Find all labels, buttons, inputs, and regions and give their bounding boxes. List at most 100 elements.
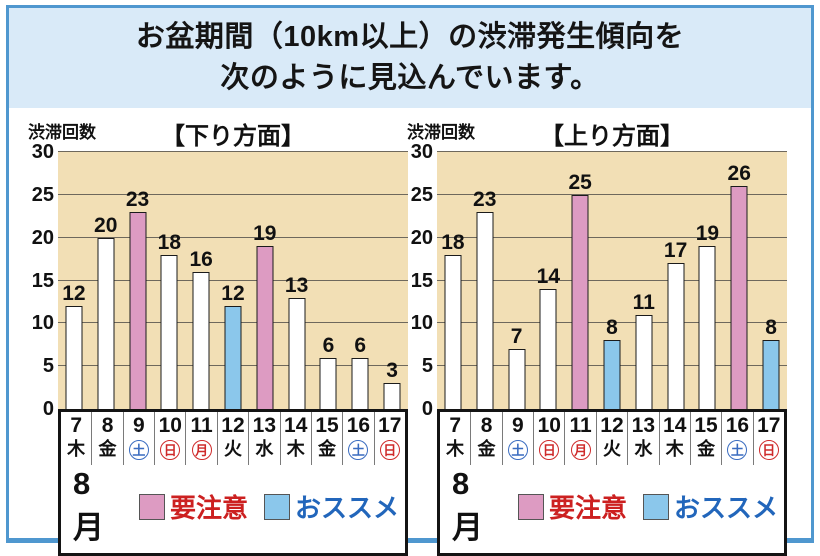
day-cell-14: 14 木 xyxy=(281,412,312,465)
day-weekday: 日 xyxy=(155,437,185,462)
y-tick-label: 30 xyxy=(410,141,433,163)
day-cell-17: 17 日 xyxy=(375,412,405,465)
plot-area-down: 12 20 23 18 16 12 19 13 6 6 3 xyxy=(58,151,408,409)
bar-aug-10 xyxy=(539,289,557,409)
bar-column: 11 xyxy=(628,152,660,409)
bar-aug-14 xyxy=(288,297,306,409)
bar-value-label: 6 xyxy=(354,333,367,357)
bar-column: 19 xyxy=(692,152,724,409)
chart-down-direction: 渋滞回数 【下り方面】 0 5 10 15 20 25 30 12 20 23 18 16 12 19 1… xyxy=(28,112,408,556)
caution-color-swatch xyxy=(138,493,165,520)
bar-aug-17 xyxy=(762,340,780,409)
bar-aug-7 xyxy=(65,306,83,409)
bar-column: 8 xyxy=(596,152,628,409)
bar-value-label: 14 xyxy=(536,265,561,289)
day-weekday: 木 xyxy=(286,439,305,459)
day-number: 14 xyxy=(663,414,687,437)
gridline-30 xyxy=(437,151,787,152)
day-number: 8 xyxy=(480,414,493,437)
y-tick-label: 0 xyxy=(421,398,433,420)
day-number: 17 xyxy=(378,414,402,437)
bar-column: 16 xyxy=(185,152,217,409)
y-tick-label: 20 xyxy=(410,226,433,249)
bar-aug-16 xyxy=(351,357,369,409)
day-cell-12: 12 火 xyxy=(597,412,629,465)
day-weekday: 水 xyxy=(634,439,653,459)
day-number: 9 xyxy=(133,414,145,437)
day-cell-15: 15 金 xyxy=(312,412,344,465)
y-tick-label: 5 xyxy=(42,355,54,378)
bar-value-label: 6 xyxy=(322,333,335,357)
gridline-25 xyxy=(437,193,787,195)
circled-saturday-mark: 土 xyxy=(348,440,369,461)
day-number: 11 xyxy=(190,414,213,437)
bar-column: 19 xyxy=(249,152,281,409)
y-tick-label: 25 xyxy=(31,183,54,206)
day-number: 16 xyxy=(725,414,750,437)
day-number: 14 xyxy=(284,414,308,437)
bar-column: 18 xyxy=(437,152,469,409)
day-cell-13: 13 水 xyxy=(249,412,281,465)
day-weekday: 火 xyxy=(602,439,621,459)
day-cell-12: 12 火 xyxy=(218,412,250,465)
day-weekday: 日 xyxy=(534,437,564,462)
bar-column: 23 xyxy=(122,152,154,409)
gridline-10 xyxy=(437,322,787,324)
day-weekday: 火 xyxy=(223,439,242,459)
day-weekday: 木 xyxy=(665,439,684,459)
gridline-15 xyxy=(437,279,787,281)
day-number: 15 xyxy=(694,414,718,437)
page-frame: お盆期間（10km以上）の渋滞発生傾向を 次のように見込んでいます。 渋滞回数 … xyxy=(6,5,814,556)
circled-holiday-mark: 日 xyxy=(539,440,560,461)
bar-aug-11 xyxy=(192,271,210,409)
bar-aug-8 xyxy=(476,211,494,409)
day-number: 11 xyxy=(569,414,592,437)
bar-value-label: 18 xyxy=(441,230,465,254)
bar-value-label: 12 xyxy=(221,282,245,306)
day-row: 7 木 8 金 9 土 10 日 11 月 12 火 13 水 14 木 15 金 16 土 17 日 xyxy=(440,412,784,465)
legend-row: 8月 要注意 おススメ xyxy=(440,465,784,553)
y-tick-label: 15 xyxy=(410,269,433,292)
day-number: 12 xyxy=(600,414,624,437)
caution-legend-label: 要注意 xyxy=(548,493,627,523)
bar-column: 14 xyxy=(532,152,564,409)
bar-value-label: 19 xyxy=(695,222,720,246)
bar-aug-8 xyxy=(97,237,115,409)
day-weekday: 金 xyxy=(697,439,716,459)
y-tick-label: 0 xyxy=(42,398,54,420)
day-cell-11: 11 月 xyxy=(565,412,597,465)
chart-up-direction: 渋滞回数 【上り方面】 0 5 10 15 20 25 30 18 23 7 14 25 8 11 17 1… xyxy=(407,112,787,556)
bar-column: 6 xyxy=(313,152,345,409)
chart-header: 渋滞回数 【下り方面】 xyxy=(28,112,408,152)
day-cell-10: 10 日 xyxy=(155,412,187,465)
y-axis-title: 渋滞回数 xyxy=(28,123,96,142)
circled-saturday-mark: 土 xyxy=(507,440,528,461)
day-number: 13 xyxy=(252,414,277,437)
day-number: 17 xyxy=(757,414,781,437)
day-number: 15 xyxy=(315,414,339,437)
bar-aug-7 xyxy=(444,254,462,409)
y-tick-label: 25 xyxy=(410,183,433,206)
y-tick-label: 5 xyxy=(421,355,433,378)
recommended-legend-label: おススメ xyxy=(294,493,399,523)
bar-value-label: 8 xyxy=(765,316,777,340)
day-weekday: 金 xyxy=(98,439,117,459)
bar-column: 17 xyxy=(660,152,692,409)
bar-value-label: 11 xyxy=(632,290,655,314)
day-number: 13 xyxy=(631,414,656,437)
day-weekday: 土 xyxy=(124,437,154,462)
bar-value-label: 3 xyxy=(386,359,398,383)
bar-value-label: 18 xyxy=(157,230,182,254)
bar-aug-10 xyxy=(160,254,178,409)
day-weekday: 木 xyxy=(446,439,465,459)
day-weekday: 土 xyxy=(343,437,373,462)
day-number: 9 xyxy=(512,414,524,437)
bar-column: 6 xyxy=(344,152,376,409)
gridline-30 xyxy=(58,151,408,152)
day-weekday: 日 xyxy=(375,437,405,462)
circled-holiday-mark: 月 xyxy=(191,440,212,461)
